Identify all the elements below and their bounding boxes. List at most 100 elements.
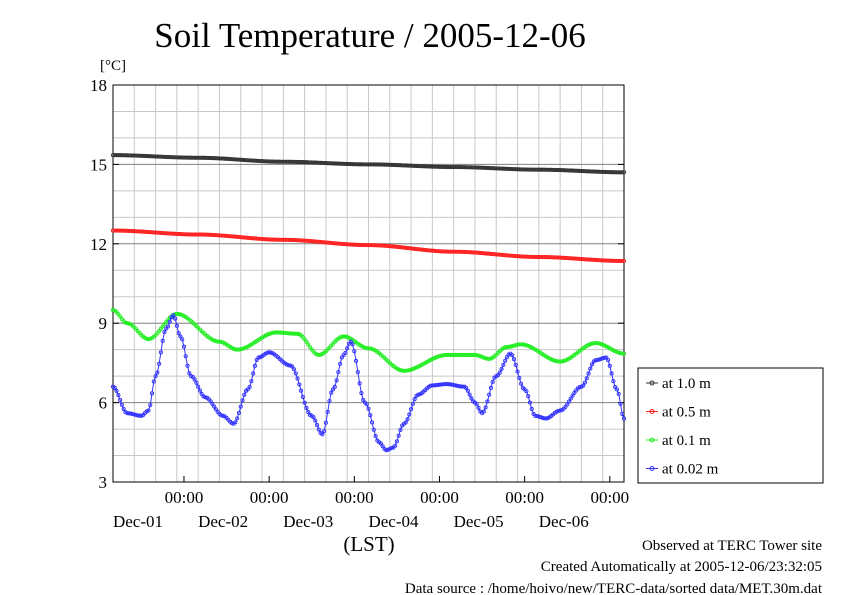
data-point bbox=[535, 413, 540, 419]
data-point bbox=[295, 376, 300, 381]
data-point bbox=[247, 384, 252, 390]
y-tick-label: 6 bbox=[99, 394, 108, 413]
data-point bbox=[515, 369, 520, 374]
data-point bbox=[529, 406, 534, 412]
x-tick-date: Dec-05 bbox=[454, 512, 504, 531]
data-point bbox=[313, 418, 318, 423]
data-point bbox=[501, 362, 506, 367]
data-point bbox=[369, 420, 375, 425]
data-point bbox=[437, 354, 442, 359]
data-point bbox=[174, 323, 179, 328]
data-point bbox=[267, 350, 272, 355]
data-point bbox=[527, 400, 533, 405]
data-point bbox=[460, 384, 465, 389]
data-point bbox=[481, 409, 486, 414]
data-point bbox=[192, 377, 197, 382]
data-point bbox=[469, 396, 474, 401]
data-point bbox=[586, 371, 591, 376]
y-tick-label: 15 bbox=[90, 155, 107, 174]
data-point bbox=[146, 408, 151, 413]
chart-title: Soil Temperature / 2005-12-06 bbox=[154, 16, 585, 55]
data-point bbox=[252, 363, 257, 368]
data-point bbox=[497, 370, 502, 375]
data-point bbox=[165, 324, 171, 329]
data-point bbox=[485, 399, 490, 404]
legend-swatch-marker bbox=[649, 437, 655, 443]
data-point bbox=[511, 343, 517, 348]
data-point bbox=[171, 313, 176, 318]
plot-frame bbox=[112, 84, 625, 483]
data-point bbox=[517, 376, 522, 381]
data-point bbox=[121, 407, 126, 412]
data-point bbox=[503, 358, 508, 363]
data-point bbox=[368, 413, 373, 418]
x-tick-time: 00:00 bbox=[335, 488, 374, 507]
x-tick-time: 00:00 bbox=[505, 488, 544, 507]
data-point bbox=[290, 364, 295, 369]
data-point bbox=[299, 388, 304, 393]
data-point bbox=[499, 366, 504, 372]
data-point bbox=[130, 411, 135, 417]
data-point bbox=[233, 420, 238, 425]
data-point bbox=[160, 338, 165, 343]
data-point bbox=[621, 258, 627, 264]
data-point bbox=[602, 355, 607, 360]
data-point bbox=[151, 379, 156, 384]
data-point bbox=[403, 420, 408, 425]
data-point bbox=[467, 392, 472, 397]
data-point bbox=[476, 405, 481, 410]
data-point bbox=[558, 408, 563, 413]
data-point bbox=[196, 384, 201, 389]
data-point bbox=[416, 392, 421, 397]
data-point bbox=[316, 352, 321, 358]
series-1 bbox=[110, 228, 627, 264]
data-point bbox=[134, 412, 139, 418]
data-point bbox=[293, 371, 298, 376]
data-point bbox=[153, 374, 158, 379]
data-point bbox=[185, 363, 190, 368]
data-point bbox=[621, 416, 627, 421]
data-point bbox=[513, 343, 518, 348]
data-point bbox=[112, 385, 117, 390]
data-point bbox=[236, 410, 242, 415]
data-point bbox=[327, 398, 332, 404]
data-point bbox=[552, 358, 557, 363]
data-point bbox=[396, 433, 401, 438]
data-point bbox=[611, 379, 616, 384]
data-point bbox=[123, 320, 128, 325]
data-point bbox=[242, 392, 247, 397]
data-point bbox=[384, 448, 389, 453]
legend-label: at 1.0 m bbox=[662, 376, 711, 392]
data-point bbox=[336, 370, 341, 375]
legend: at 1.0 m at 0.5 m at 0.1 m at 0.02 m bbox=[637, 367, 824, 484]
data-point bbox=[304, 405, 309, 411]
data-point bbox=[371, 427, 376, 432]
data-point bbox=[487, 356, 492, 361]
data-point bbox=[577, 385, 582, 390]
data-point bbox=[570, 393, 575, 398]
series-group bbox=[110, 153, 627, 453]
data-point bbox=[513, 362, 518, 367]
footer-created: Created Automatically at 2005-12-06/23:3… bbox=[541, 559, 822, 575]
data-point bbox=[407, 412, 412, 417]
data-point bbox=[556, 408, 561, 413]
data-point bbox=[362, 345, 368, 350]
data-point bbox=[238, 347, 243, 352]
data-point bbox=[526, 394, 531, 399]
legend-swatch-marker bbox=[649, 466, 655, 471]
data-point bbox=[181, 344, 187, 349]
data-point bbox=[251, 371, 256, 376]
data-point bbox=[565, 402, 570, 407]
y-tick-label: 12 bbox=[90, 235, 107, 254]
data-point bbox=[584, 376, 589, 381]
data-point bbox=[162, 329, 167, 335]
data-point bbox=[522, 342, 527, 347]
data-point bbox=[178, 334, 183, 339]
data-point bbox=[148, 403, 153, 408]
legend-swatch-marker bbox=[649, 409, 655, 414]
data-point bbox=[394, 439, 399, 444]
x-tick-time: 00:00 bbox=[250, 488, 289, 507]
data-point bbox=[110, 307, 116, 313]
data-point bbox=[474, 402, 479, 407]
data-point bbox=[559, 359, 564, 364]
